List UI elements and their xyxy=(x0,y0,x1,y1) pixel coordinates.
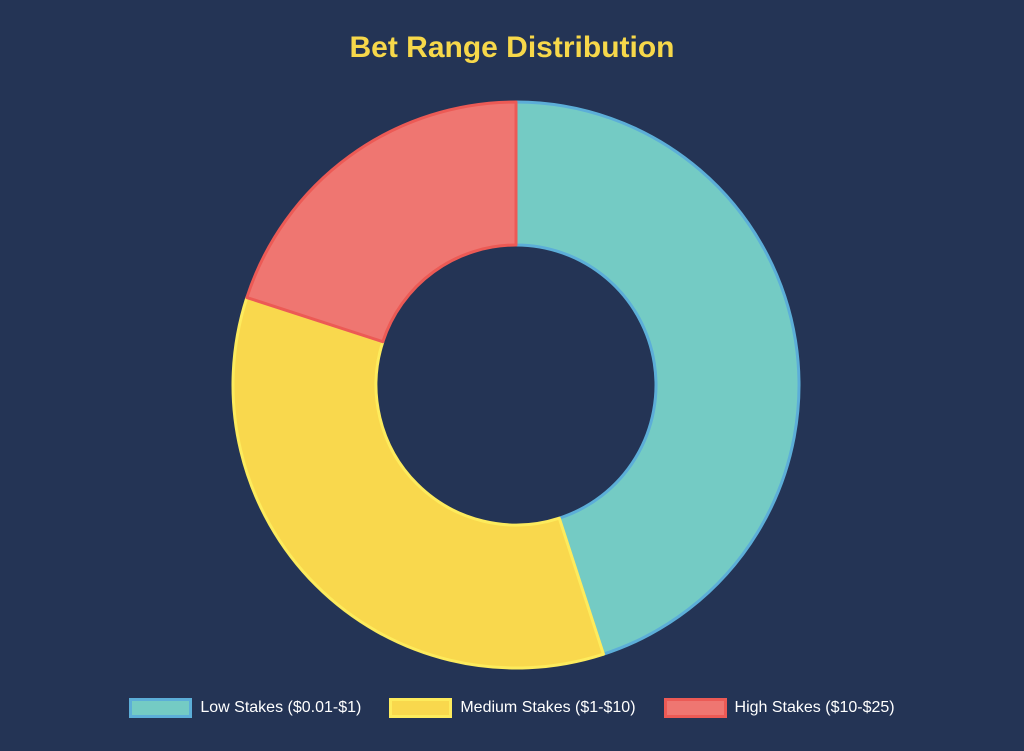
slice-low[interactable] xyxy=(514,100,801,656)
legend-swatch xyxy=(389,698,453,718)
legend-label: High Stakes ($10-$25) xyxy=(734,699,895,716)
chart-title: Bet Range Distribution xyxy=(349,31,675,64)
chart-legend: Low Stakes ($0.01-$1) Medium Stakes ($1-$… xyxy=(0,698,1024,718)
legend-label: Low Stakes ($0.01-$1) xyxy=(200,699,362,716)
slice-high[interactable] xyxy=(245,100,518,344)
legend-item-low[interactable]: Low Stakes ($0.01-$1) xyxy=(129,698,361,718)
legend-swatch xyxy=(129,698,193,718)
slice-medium[interactable] xyxy=(231,296,605,670)
legend-swatch xyxy=(663,698,727,718)
legend-item-high[interactable]: High Stakes ($10-$25) xyxy=(663,698,895,718)
legend-item-medium[interactable]: Medium Stakes ($1-$10) xyxy=(389,698,636,718)
legend-label: Medium Stakes ($1-$10) xyxy=(460,699,636,716)
